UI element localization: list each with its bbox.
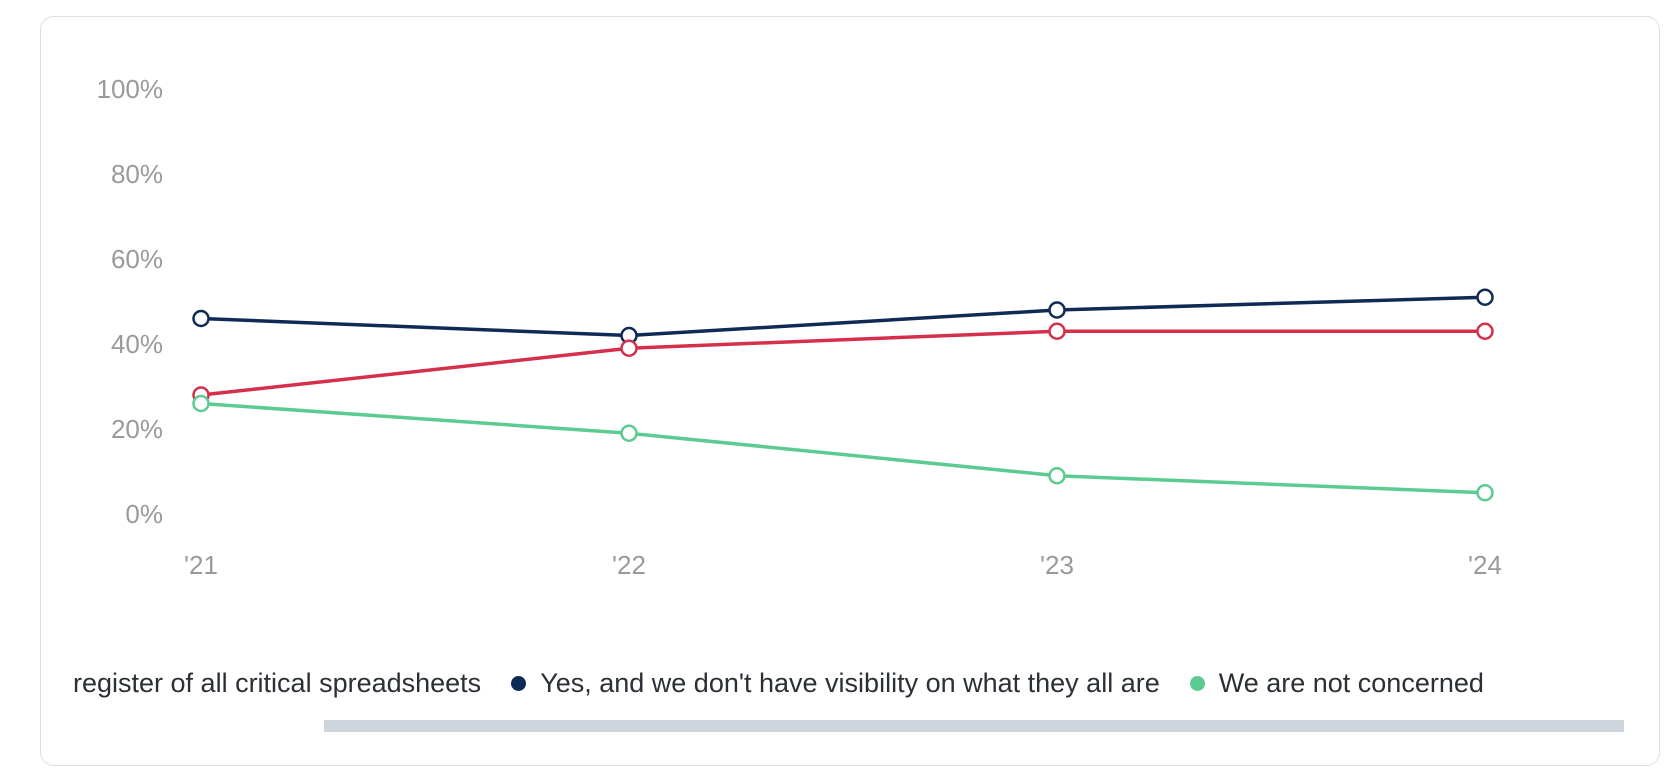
y-tick-label: 0% [125, 499, 163, 529]
legend-label-not-concerned: We are not concerned [1218, 667, 1484, 698]
x-tick-label: '21 [184, 550, 218, 580]
y-tick-label: 60% [111, 244, 163, 274]
legend-dot-icon [511, 675, 527, 691]
data-point-series-0 [1048, 301, 1066, 319]
chart-legend: register of all critical spreadsheets Ye… [73, 665, 1514, 701]
y-tick-label: 80% [111, 159, 163, 189]
x-tick-label: '22 [612, 550, 646, 580]
y-tick-label: 40% [111, 329, 163, 359]
legend-item-no-visibility[interactable]: Yes, and we don't have visibility on wha… [511, 668, 1160, 699]
chart-card: 0% 20% 40% 60% 80% 100% '21 '22 '23 '24 register … [40, 16, 1660, 766]
x-tick-label: '23 [1040, 550, 1074, 580]
data-point-series-0 [1476, 288, 1494, 306]
legend-item-not-concerned[interactable]: We are not concerned [1189, 667, 1484, 699]
legend-item-register[interactable]: register of all critical spreadsheets [73, 668, 481, 699]
line-chart: 0% 20% 40% 60% 80% 100% '21 '22 '23 '24 [97, 74, 1502, 580]
series-line-2 [199, 401, 1487, 495]
data-point-series-2 [620, 424, 638, 442]
y-tick-label: 20% [111, 414, 163, 444]
data-point-series-2 [1476, 484, 1494, 502]
y-tick-label: 100% [97, 74, 164, 104]
data-point-series-0 [192, 309, 210, 328]
legend-scrollbar-thumb[interactable] [324, 720, 1624, 732]
legend-label-register: register of all critical spreadsheets [73, 667, 482, 698]
data-point-series-1 [620, 339, 638, 357]
data-point-series-2 [192, 394, 210, 413]
legend-label-no-visibility: Yes, and we don't have visibility on wha… [540, 667, 1160, 698]
legend-scrollbar[interactable] [324, 720, 1624, 732]
data-point-series-1 [1048, 322, 1066, 340]
x-tick-label: '24 [1468, 550, 1502, 580]
series-line-1 [199, 329, 1487, 397]
series-line-0 [199, 295, 1487, 338]
data-point-series-1 [1476, 322, 1494, 340]
data-point-series-2 [1048, 467, 1066, 485]
legend-dot-icon [1189, 675, 1205, 691]
